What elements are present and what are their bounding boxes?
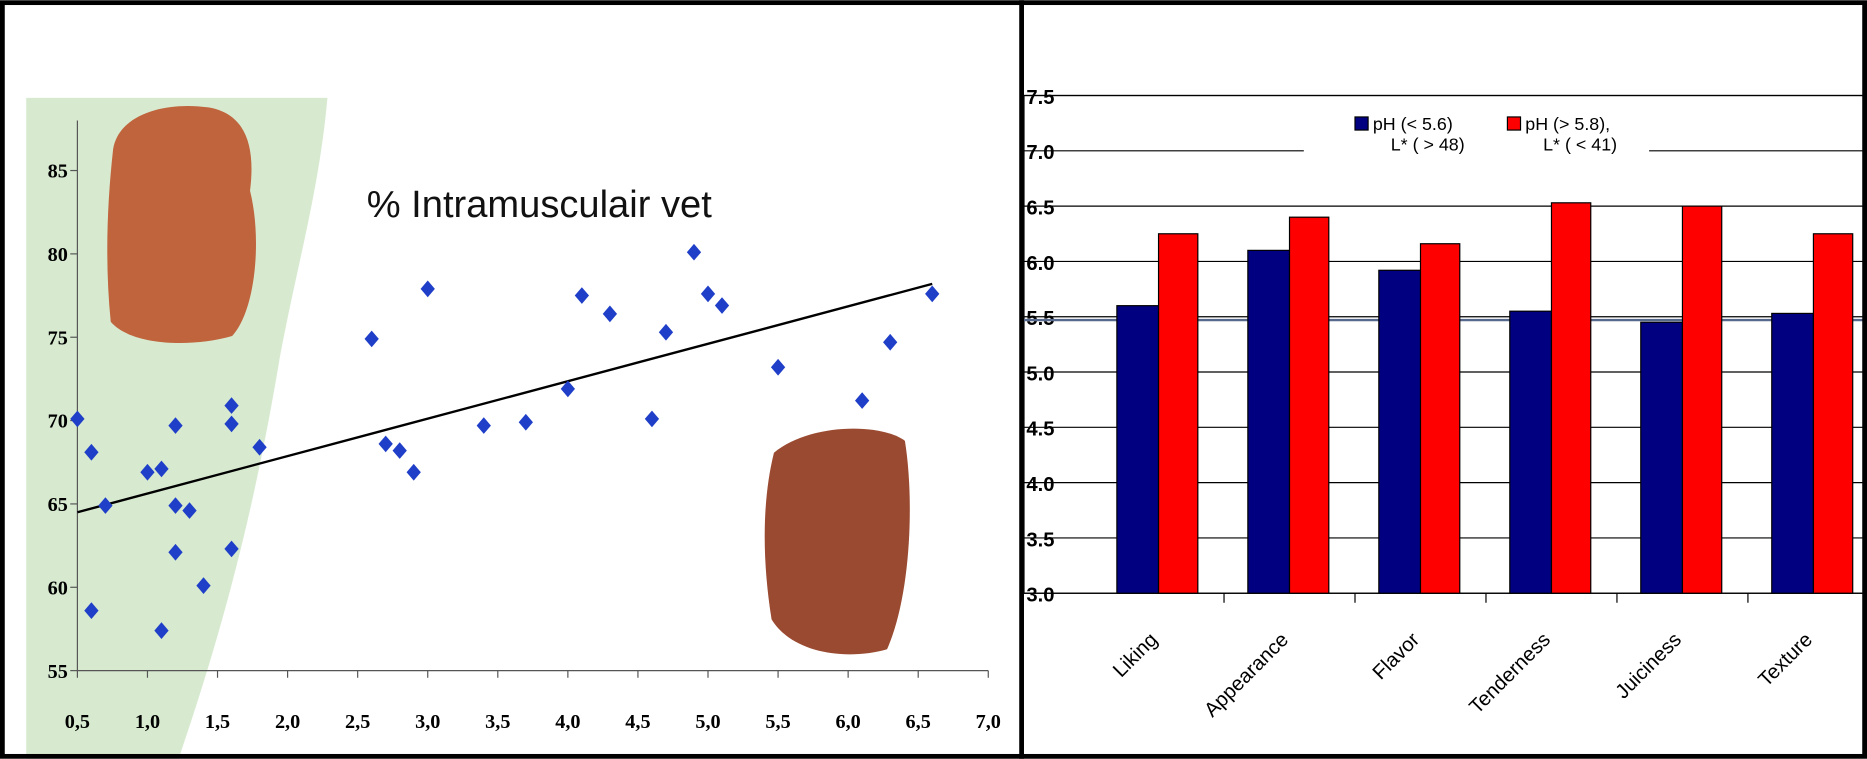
bar	[1247, 249, 1291, 594]
data-point	[658, 323, 674, 341]
y-tick-label: 4.0	[1026, 474, 1054, 496]
trendline	[77, 282, 933, 514]
y-tick-label: 60	[48, 577, 68, 599]
bar	[1378, 269, 1422, 594]
data-point	[700, 285, 716, 303]
legend-label: L* ( > 48)	[1391, 134, 1465, 154]
x-tick-label: 7,0	[976, 711, 1001, 733]
scatter-chart: 55 60 65 70 75 80 85 0,5 1,0 1,5 2,0 2,5 3,0 3,5 4,0 4,…	[48, 120, 1001, 733]
data-point	[70, 410, 85, 428]
data-point	[574, 287, 590, 304]
bar	[1419, 243, 1461, 594]
data-point	[182, 502, 197, 519]
y-tick-label: 7.5	[1026, 87, 1054, 109]
x-tick-label: 6,5	[906, 711, 931, 733]
bar	[1812, 233, 1854, 594]
y-tick-label: 6.5	[1026, 197, 1054, 219]
y-tick-label: 80	[48, 244, 68, 266]
y-tick-label: 75	[48, 327, 68, 349]
y-tick-label: 5.0	[1026, 363, 1054, 385]
meat-photo-lean	[107, 105, 256, 344]
y-tick-label: 4.5	[1026, 419, 1054, 441]
legend-swatch	[1506, 116, 1522, 131]
x-tick-label: 4,5	[625, 711, 650, 733]
data-point	[476, 417, 491, 434]
bar	[1157, 233, 1199, 594]
x-tick-label: 5,5	[765, 711, 790, 733]
data-point	[168, 417, 183, 434]
data-point	[84, 443, 99, 461]
x-tick-label: 5,0	[695, 711, 720, 733]
data-point	[224, 540, 239, 558]
data-point	[364, 330, 379, 348]
bar	[1550, 202, 1592, 594]
data-point	[883, 333, 898, 351]
x-tick-label: 3,5	[485, 711, 510, 733]
y-tick-label: 55	[48, 661, 68, 683]
legend-label: pH (> 5.8),	[1525, 114, 1610, 134]
data-point	[406, 463, 421, 481]
data-point	[252, 438, 267, 456]
data-point	[98, 497, 113, 514]
data-point	[392, 442, 407, 459]
data-point	[686, 243, 702, 261]
data-point	[378, 435, 393, 453]
data-point	[224, 415, 239, 433]
bar	[1509, 310, 1553, 594]
y-tick-label: 7.0	[1026, 142, 1054, 164]
data-point	[560, 380, 576, 398]
x-tick-label: 2,0	[275, 711, 300, 733]
data-point	[925, 285, 940, 303]
data-point	[154, 622, 169, 639]
bar	[1681, 205, 1723, 594]
x-tick-label: 1,0	[135, 711, 160, 733]
bar	[1288, 216, 1330, 594]
y-tick-label: 65	[48, 494, 68, 516]
x-tick-label: 3,0	[415, 711, 440, 733]
x-tick-label: 0,5	[65, 711, 90, 733]
data-point	[168, 543, 183, 561]
bar	[1116, 305, 1160, 594]
y-tick-label: 85	[48, 161, 68, 183]
data-point	[518, 413, 533, 431]
annotation: % Intramusculair vet	[367, 184, 712, 226]
meat-photo-marbled	[764, 428, 910, 655]
legend-swatch	[1354, 116, 1369, 131]
x-tick-label: 2,5	[345, 711, 370, 733]
data-point	[855, 392, 870, 409]
data-point	[196, 577, 211, 594]
legend-label: pH (< 5.6)	[1373, 114, 1453, 134]
data-point	[154, 460, 169, 478]
y-tick-label: 70	[48, 411, 68, 433]
data-point	[770, 358, 786, 376]
data-point	[602, 305, 618, 323]
x-tick-label: 4,0	[555, 711, 580, 733]
data-point	[168, 497, 183, 514]
bar	[1640, 321, 1684, 594]
y-tick-label: 3.5	[1026, 529, 1054, 551]
x-tick-label: 1,5	[205, 711, 230, 733]
y-tick-label: 6.0	[1026, 253, 1054, 275]
data-point	[84, 602, 99, 619]
data-point	[644, 410, 660, 428]
data-point	[224, 397, 239, 414]
legend-label: L* ( < 41)	[1543, 134, 1617, 154]
x-tick-label: 6,0	[835, 711, 860, 733]
y-tick-label: 3.0	[1026, 585, 1054, 607]
bar	[1771, 312, 1815, 594]
data-point	[714, 297, 730, 314]
